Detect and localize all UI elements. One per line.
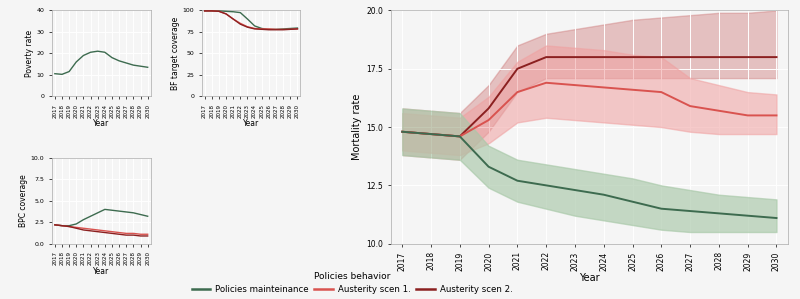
Y-axis label: Mortality rate: Mortality rate (352, 94, 362, 160)
X-axis label: Year: Year (579, 274, 600, 283)
Y-axis label: BF target coverage: BF target coverage (170, 17, 180, 90)
Legend: Policies mainteinance, Austerity scen 1., Austerity scen 2.: Policies mainteinance, Austerity scen 1.… (188, 269, 516, 298)
Y-axis label: BPC coverage: BPC coverage (19, 174, 28, 227)
X-axis label: Year: Year (93, 267, 110, 276)
Y-axis label: Poverty rate: Poverty rate (25, 30, 34, 77)
X-axis label: Year: Year (243, 119, 259, 128)
X-axis label: Year: Year (93, 119, 110, 128)
